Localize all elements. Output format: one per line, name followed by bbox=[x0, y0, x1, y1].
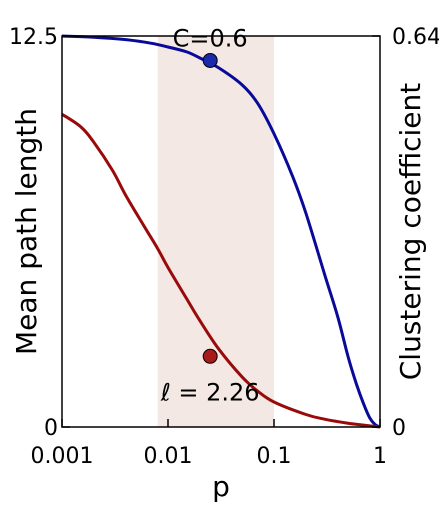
y-tick-label: 12.5 bbox=[9, 25, 58, 50]
x-tick-label: 0.1 bbox=[257, 444, 292, 469]
marker-layer: C=0.6 ℓ = 2.26 bbox=[160, 24, 260, 406]
y2-tick-label: 0.64 bbox=[392, 25, 439, 50]
y-axis-title: Mean path length bbox=[10, 108, 43, 355]
plot-frame bbox=[61, 35, 381, 428]
annotation-path-length: ℓ = 2.26 bbox=[160, 378, 260, 406]
y-tick-label: 0 bbox=[44, 416, 58, 441]
x-axis-title: p bbox=[212, 470, 230, 503]
x-tick-label: 0.01 bbox=[144, 444, 193, 469]
x-tick-label: 1 bbox=[373, 444, 387, 469]
series-line-path-length bbox=[61, 112, 381, 429]
x-tick-label: 0.001 bbox=[31, 444, 94, 469]
series-layer bbox=[61, 34, 381, 429]
marker-path-length bbox=[202, 348, 218, 364]
highlight-band bbox=[157, 36, 274, 427]
annotation-clustering: C=0.6 bbox=[173, 24, 248, 52]
y2-axis-title: Clustering coefficient bbox=[394, 83, 427, 381]
y2-tick-label: 0 bbox=[392, 416, 406, 441]
series-line-clustering bbox=[61, 34, 381, 429]
marker-clustering bbox=[202, 52, 218, 68]
